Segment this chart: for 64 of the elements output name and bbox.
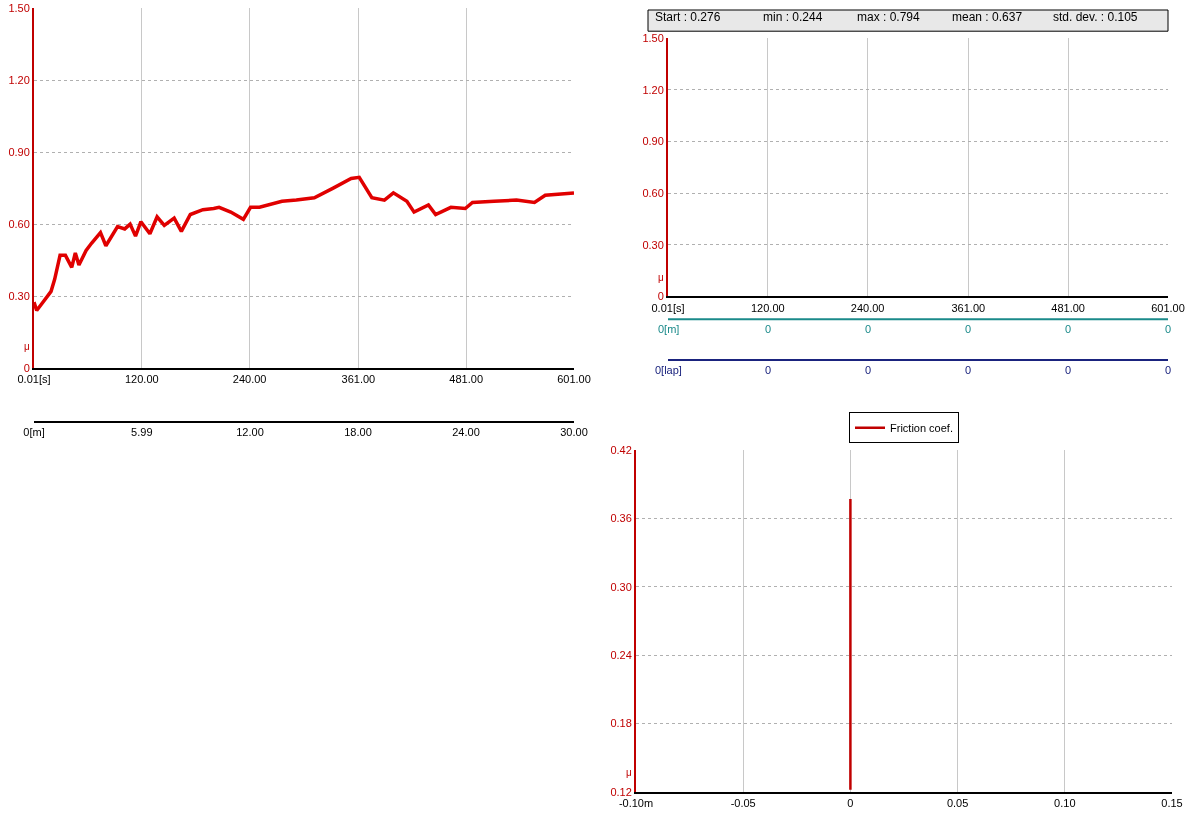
x-tick-label: 361.00 [341,373,376,386]
x-tick-label: 240.00 [232,373,267,386]
text: 0 [965,323,972,335]
x2-tick-label: 12.00 [236,426,264,439]
y-tick-label: 1.20 [8,73,30,86]
x-tick-label: 0.10 [1054,797,1076,810]
x-tick-label: 0.01[s] [651,301,685,314]
text: 0 [1165,364,1172,376]
y-tick-label: 1.50 [642,31,664,44]
y-tick-label: 0 [23,362,30,375]
y-tick-label: 0.90 [642,135,664,148]
text: 0 [1065,323,1072,335]
y-tick-label: 0.30 [8,289,30,302]
text: 0 [1165,323,1172,335]
text: 0[lap] [655,364,682,376]
x-tick-label: 120.00 [124,373,159,386]
text: 0 [965,364,972,376]
y-axis-title: μ [24,341,30,352]
x-tick-label: 120.00 [751,301,785,314]
legend-label: Friction coef. [890,421,953,434]
x-tick-label: 0.01[s] [17,373,51,386]
x-tick-label: 0 [847,797,854,810]
text: 0 [1065,364,1072,376]
text: mean : 0.637 [952,10,1023,24]
x2-tick-label: 30.00 [560,426,588,439]
y-tick-label: 0.24 [610,649,632,662]
x-tick-label: 240.00 [850,301,885,314]
y-tick-label: 0.42 [610,443,632,456]
x-tick-label: -0.10m [618,797,654,810]
y-tick-label: 0.60 [642,186,664,199]
x-tick-label: 0.05 [946,797,969,810]
y-tick-label: 0.30 [610,580,632,593]
x-tick-label: -0.05 [730,797,756,810]
y-tick-label: 1.20 [642,83,664,96]
x-tick-label: 601.00 [1151,301,1185,314]
text: min : 0.244 [763,10,823,24]
text: 0 [765,364,772,376]
y-tick-label: 0.36 [610,512,632,525]
y-tick-label: 0.12 [610,785,632,798]
x-tick-label: 601.00 [557,373,591,386]
text: 0 [865,364,872,376]
x-tick-label: 361.00 [951,301,986,314]
x-tick-label: 0.15 [1161,797,1183,810]
x2-tick-label: 0[m] [23,426,45,439]
y-tick-label: 0.18 [610,717,632,730]
y-tick-label: 1.50 [8,1,30,14]
y-axis-title: μ [658,272,664,283]
text: max : 0.794 [857,10,921,24]
x-tick-label: 481.00 [449,373,484,386]
text: 0[m] [658,323,680,335]
x-tick-label: 481.00 [1051,301,1085,314]
x2-tick-label: 24.00 [452,426,480,439]
y-tick-label: 0.90 [8,145,30,158]
y-axis-title: μ [626,767,632,778]
text: Start : 0.276 [655,10,721,24]
y-tick-label: 0 [657,290,664,303]
text: 0 [765,323,772,335]
line-series [34,175,574,313]
x2-tick-label: 18.00 [344,426,372,439]
y-tick-label: 0.30 [642,238,664,251]
text: std. dev. : 0.105 [1053,10,1138,24]
text: 0 [865,323,872,335]
x2-tick-label: 5.99 [131,426,153,439]
y-tick-label: 0.60 [8,217,30,230]
